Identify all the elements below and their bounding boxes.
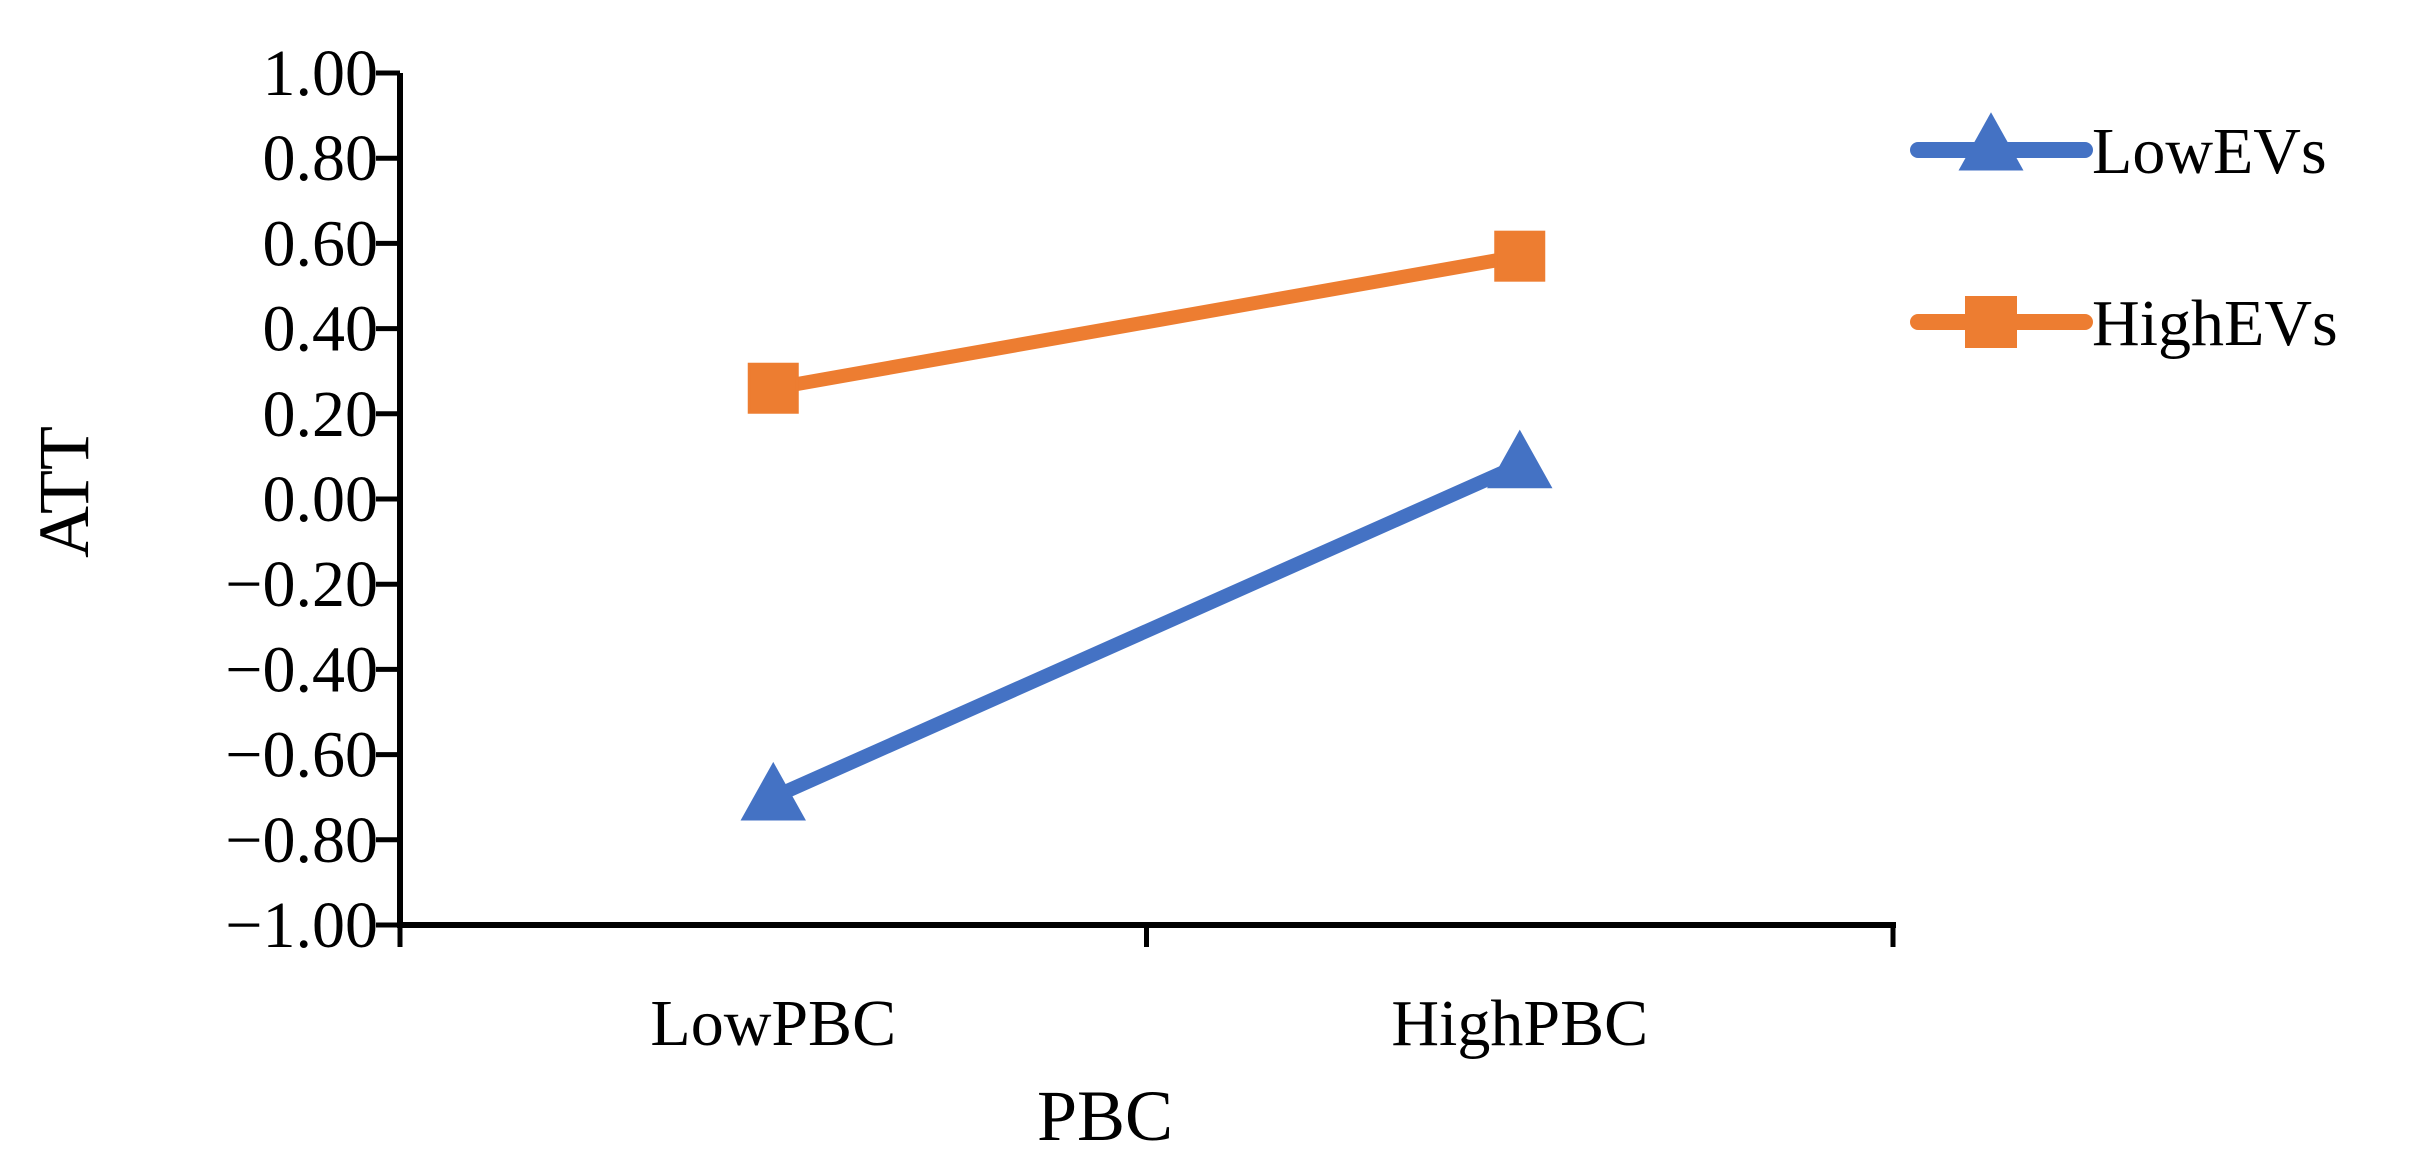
- legend-label: HighEVs: [2092, 287, 2338, 360]
- series-layer: [740, 230, 1553, 821]
- y-tick-label: 0.60: [263, 207, 379, 280]
- series-line: [766, 249, 1527, 396]
- series-HighEVs: [747, 230, 1546, 414]
- y-tick-label: 1.00: [263, 37, 379, 110]
- legend: LowEVs HighEVs: [1910, 112, 2338, 360]
- series-LowEVs: [740, 429, 1553, 821]
- data-point-triangle: [740, 761, 806, 821]
- x-category-label: LowPBC: [650, 987, 896, 1060]
- y-tick-label: −0.80: [225, 804, 378, 877]
- x-category-label: HighPBC: [1391, 987, 1648, 1060]
- y-tick-label: −0.20: [225, 548, 378, 621]
- y-tick-label: −0.60: [225, 719, 378, 792]
- series-line: [766, 457, 1527, 805]
- data-point-square: [747, 362, 799, 414]
- y-tick-label: 0.20: [263, 378, 379, 451]
- legend-marker-square: [1965, 296, 2017, 348]
- y-tick-label: 0.80: [263, 122, 379, 195]
- data-point-square: [1494, 230, 1546, 282]
- data-point-triangle: [1487, 429, 1553, 489]
- y-axis-ticks: 1.00 0.80 0.60 0.40 0.20 0.00 −0.20 −0.40 −0.60 −…: [225, 37, 400, 962]
- x-axis-title: PBC: [1037, 1076, 1173, 1156]
- legend-item: HighEVs: [1910, 287, 2338, 360]
- legend-item: LowEVs: [1910, 112, 2327, 188]
- axes: [397, 73, 1896, 928]
- legend-label: LowEVs: [2092, 115, 2327, 188]
- y-tick-label: −0.40: [225, 633, 378, 706]
- y-axis-title: ATT: [24, 426, 104, 558]
- legend-marker-triangle: [1958, 112, 2024, 171]
- y-tick-label: −1.00: [225, 889, 378, 962]
- y-tick-label: 0.00: [263, 463, 379, 536]
- y-tick-label: 0.40: [263, 293, 379, 366]
- x-axis-ticks: LowPBC HighPBC: [397, 925, 1896, 1060]
